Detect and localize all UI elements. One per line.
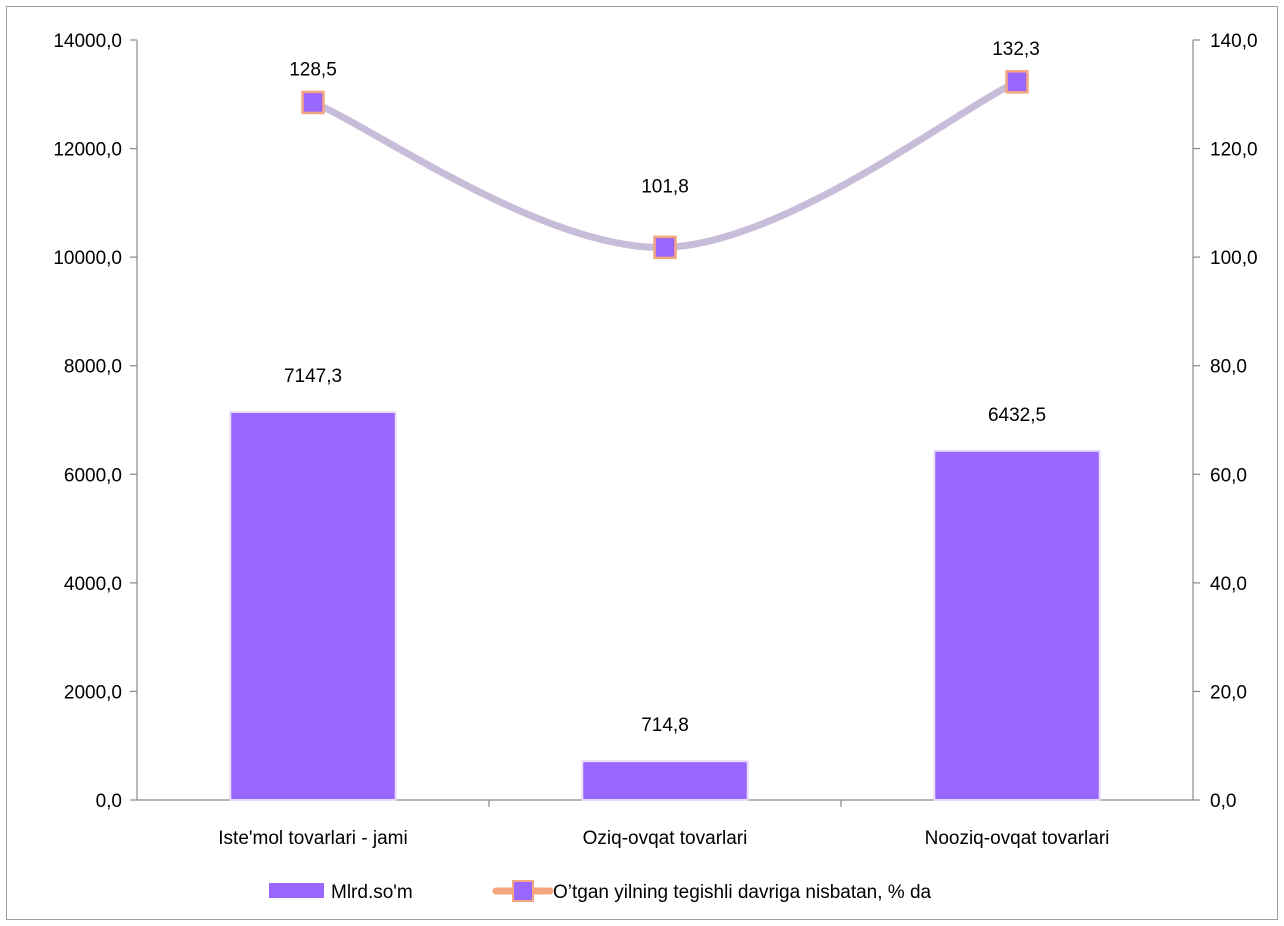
- legend-label-bar: Mlrd.so'm: [331, 882, 413, 903]
- left-y-tick-label: 6000,0: [64, 465, 122, 486]
- right-y-tick-label: 0,0: [1210, 791, 1236, 812]
- x-tick-label: Iste'mol tovarlari - jami: [218, 828, 407, 849]
- data-labels: 7147,3 714,8 6432,5 128,5 101,8 132,3: [284, 39, 1046, 736]
- left-y-tick-label: 2000,0: [64, 682, 122, 703]
- line-marker: [301, 90, 325, 115]
- legend-swatch-bar: [269, 883, 324, 898]
- x-tick-label: Nooziq-ovqat tovarlari: [925, 828, 1110, 849]
- left-y-tick-label: 0,0: [96, 791, 122, 812]
- bar-series: [229, 411, 1101, 802]
- right-y-tick-label: 120,0: [1210, 140, 1258, 161]
- line-data-label: 128,5: [289, 59, 337, 80]
- line-data-label: 132,3: [992, 39, 1040, 60]
- legend-label-line: O’tgan yilning tegishli davriga nisbatan…: [553, 882, 932, 903]
- right-y-tick-label: 140,0: [1210, 31, 1258, 52]
- legend: Mlrd.so'm O’tgan yilning tegishli davriga…: [269, 880, 932, 903]
- line-marker: [653, 235, 677, 260]
- right-y-tick-label: 80,0: [1210, 357, 1247, 378]
- left-y-tick-label: 10000,0: [53, 248, 122, 269]
- line-series: [301, 70, 1029, 260]
- bar-data-label: 7147,3: [284, 366, 342, 387]
- bar: [581, 760, 749, 802]
- bar-data-label: 714,8: [641, 715, 689, 736]
- right-y-tick-label: 40,0: [1210, 574, 1247, 595]
- bar-data-label: 6432,5: [988, 405, 1046, 426]
- line-marker: [1005, 70, 1029, 94]
- bar: [933, 449, 1101, 801]
- legend-swatch-marker: [512, 880, 534, 902]
- bar: [229, 411, 397, 801]
- left-y-tick-label: 12000,0: [53, 140, 122, 161]
- line-data-label: 101,8: [641, 176, 689, 197]
- left-y-tick-label: 4000,0: [64, 574, 122, 595]
- right-y-tick-label: 20,0: [1210, 682, 1247, 703]
- right-y-tick-label: 100,0: [1210, 248, 1258, 269]
- axes: 0,0 2000,0 4000,0 6000,0 8000,0 10000,0 12000,…: [53, 31, 1257, 849]
- right-y-tick-label: 60,0: [1210, 465, 1247, 486]
- x-tick-label: Oziq-ovqat tovarlari: [583, 828, 748, 849]
- left-y-tick-label: 14000,0: [53, 31, 122, 52]
- series-line: [309, 78, 1021, 251]
- left-y-tick-label: 8000,0: [64, 357, 122, 378]
